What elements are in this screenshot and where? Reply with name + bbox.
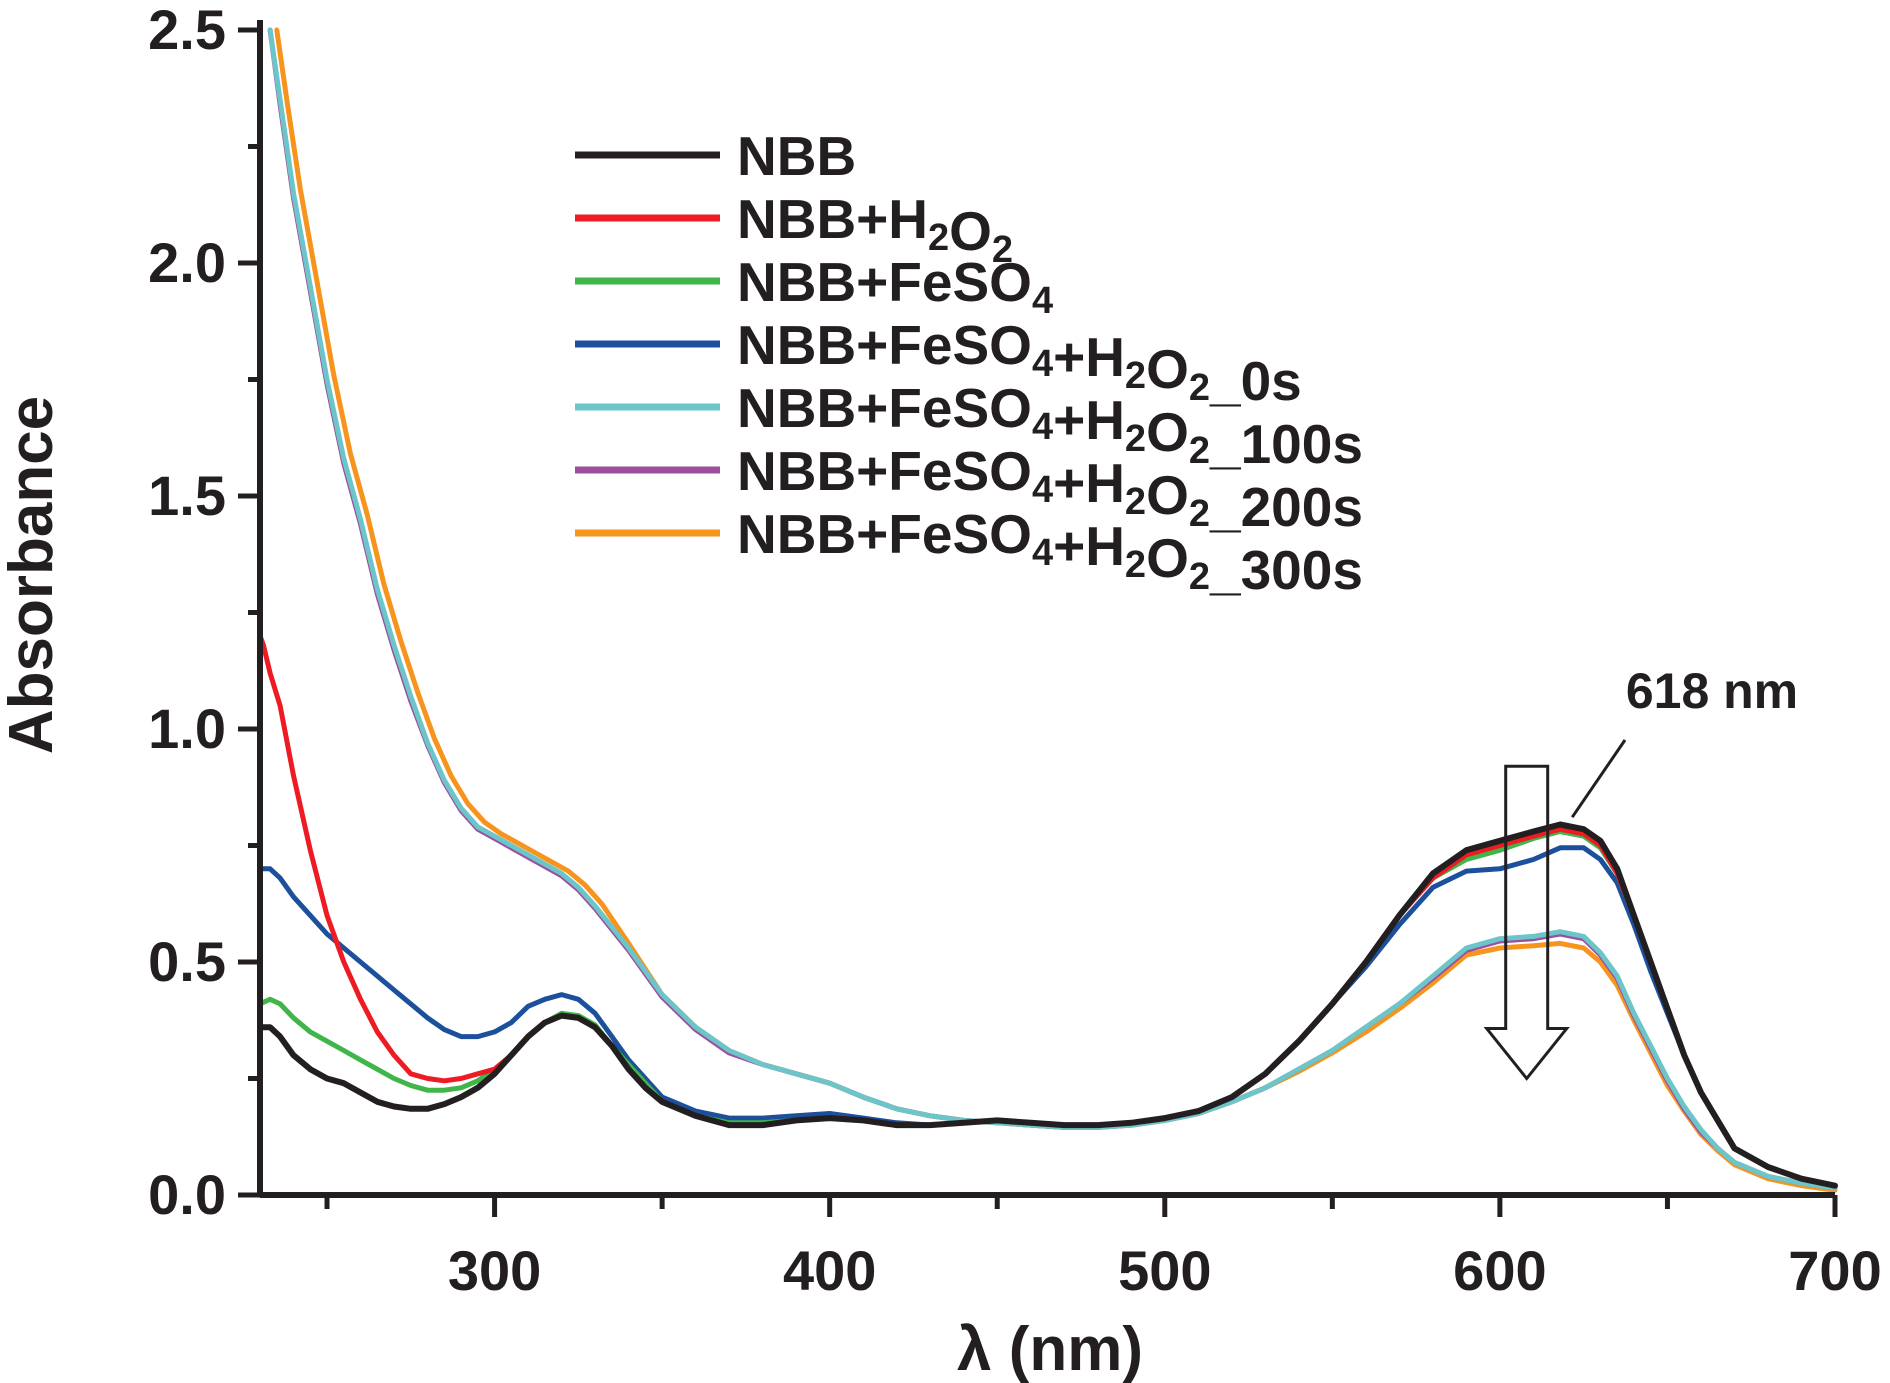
series-line-3	[257, 845, 1838, 1189]
axes-layer	[257, 20, 1835, 1198]
legend-label-2: NBB+FeSO4	[737, 251, 1053, 322]
legend-label-0: NBB	[737, 125, 856, 187]
x-tick-label: 500	[1118, 1239, 1211, 1302]
series-line-1	[257, 633, 1838, 1189]
y-tick-label: 2.0	[148, 231, 226, 294]
ticks-layer: 300 400 500 600 700 0.0 0.5 1.0 1.5 2.0 2.5	[148, 0, 1882, 1302]
legend-label-4: NBB+FeSO4+H2O2_100s	[737, 377, 1363, 475]
peak-annotation-label: 618 nm	[1626, 663, 1798, 719]
annotation-layer: 618 nm	[1483, 663, 1798, 1081]
series-line-6	[274, 27, 1838, 1193]
x-tick-label: 600	[1453, 1239, 1546, 1302]
x-axis-title: λ (nm)	[957, 1315, 1143, 1383]
legend-label-3: NBB+FeSO4+H2O2_0s	[737, 314, 1302, 412]
y-tick-label: 1.5	[148, 464, 226, 527]
series-line-2	[257, 829, 1838, 1189]
y-tick-label: 1.0	[148, 697, 226, 760]
y-tick-label: 0.0	[148, 1163, 226, 1226]
decrease-arrow	[1483, 764, 1570, 1081]
y-axis-title: Absorbance	[0, 396, 66, 754]
x-tick-label: 700	[1788, 1239, 1881, 1302]
series-line-0	[257, 821, 1838, 1189]
legend: NBBNBB+H2O2NBB+FeSO4NBB+FeSO4+H2O2_0sNBB…	[575, 125, 1363, 601]
series-line-4	[267, 27, 1838, 1191]
y-tick-label: 0.5	[148, 930, 226, 993]
y-tick-label: 2.5	[148, 0, 226, 61]
legend-label-6: NBB+FeSO4+H2O2_300s	[737, 503, 1363, 601]
series-layer	[257, 27, 1838, 1193]
legend-label-1: NBB+H2O2	[737, 188, 1013, 271]
peak-leader-line	[1570, 739, 1627, 819]
x-tick-label: 400	[783, 1239, 876, 1302]
x-tick-label: 300	[448, 1239, 541, 1302]
series-line-5	[267, 27, 1838, 1191]
legend-label-5: NBB+FeSO4+H2O2_200s	[737, 440, 1363, 538]
